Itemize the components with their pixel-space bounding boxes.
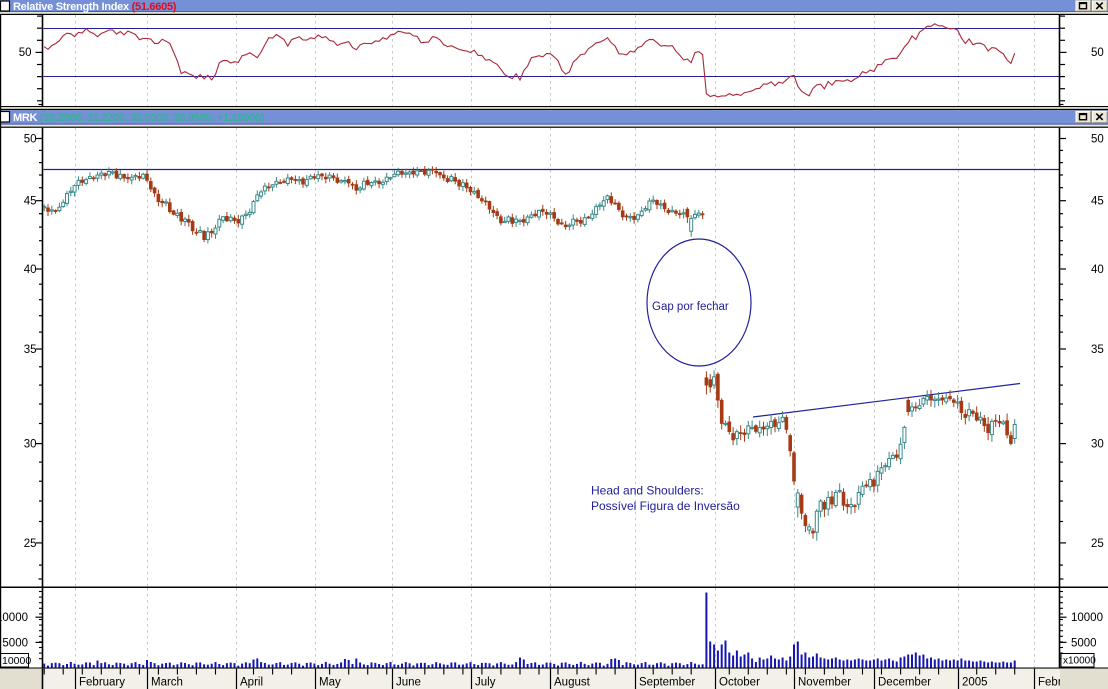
svg-text:October: October — [719, 677, 760, 689]
svg-text:10000: 10000 — [0, 612, 28, 624]
svg-text:30: 30 — [24, 439, 37, 451]
svg-text:Head and Shoulders:: Head and Shoulders: — [591, 484, 704, 498]
svg-text:2005: 2005 — [962, 677, 988, 689]
svg-text:30: 30 — [1091, 439, 1104, 451]
svg-text:35: 35 — [24, 344, 37, 356]
svg-text:April: April — [240, 677, 263, 689]
svg-text:November: November — [798, 677, 851, 689]
svg-text:May: May — [319, 677, 341, 689]
svg-text:50: 50 — [1091, 47, 1104, 59]
svg-text:40: 40 — [24, 264, 37, 276]
svg-text:10000: 10000 — [1071, 612, 1103, 624]
svg-text:45: 45 — [1091, 196, 1104, 208]
svg-text:35: 35 — [1091, 344, 1104, 356]
svg-text:Relative Strength Index (51.66: Relative Strength Index (51.6605) — [13, 1, 177, 13]
svg-text:x10000: x10000 — [1063, 656, 1096, 667]
svg-text:September: September — [639, 677, 695, 689]
svg-text:MRK (30.2500, 31.2200, 30.0000: MRK (30.2500, 31.2200, 30.0000, 30.9500,… — [13, 112, 265, 124]
svg-text:Gap por fechar: Gap por fechar — [652, 301, 729, 313]
svg-text:50: 50 — [24, 134, 37, 146]
svg-text:50: 50 — [1091, 134, 1104, 146]
svg-text:25: 25 — [24, 538, 37, 550]
svg-text:10000: 10000 — [2, 655, 31, 667]
svg-text:March: March — [151, 677, 183, 689]
svg-text:December: December — [878, 677, 931, 689]
svg-text:5000: 5000 — [1071, 637, 1097, 649]
svg-text:August: August — [554, 677, 591, 689]
svg-text:40: 40 — [1091, 264, 1104, 276]
svg-text:50: 50 — [19, 47, 32, 59]
svg-text:45: 45 — [24, 196, 37, 208]
svg-text:June: June — [396, 677, 421, 689]
svg-text:July: July — [475, 677, 496, 689]
svg-text:25: 25 — [1091, 538, 1104, 550]
svg-text:5000: 5000 — [2, 637, 28, 649]
svg-text:February: February — [79, 677, 125, 689]
svg-text:Possível Figura de Inversão: Possível Figura de Inversão — [591, 499, 740, 513]
